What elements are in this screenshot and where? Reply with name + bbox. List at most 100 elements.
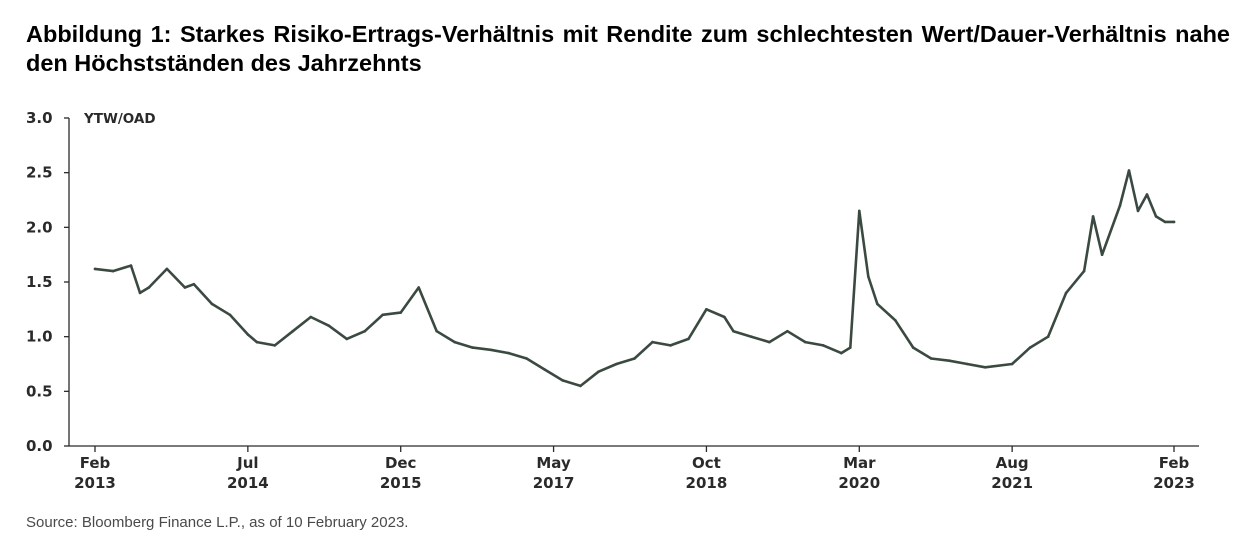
data-point	[399, 311, 403, 314]
y-tick-label: 2.0	[26, 218, 53, 236]
data-point	[543, 368, 546, 371]
data-point	[750, 335, 753, 339]
data-point	[615, 362, 618, 366]
data-point	[489, 348, 492, 352]
series-layer	[93, 169, 1176, 388]
data-point	[138, 291, 142, 295]
data-point	[1118, 204, 1122, 207]
data-point	[183, 286, 187, 289]
data-point	[453, 340, 457, 344]
data-point	[1010, 362, 1014, 366]
data-point	[417, 286, 421, 289]
data-point	[561, 379, 564, 382]
data-point	[309, 315, 313, 319]
x-tick-year-label: 2013	[74, 474, 116, 492]
data-point	[525, 357, 528, 360]
data-point	[732, 329, 735, 333]
data-point	[947, 359, 951, 363]
x-tick-month-label: Jul	[236, 454, 258, 472]
data-point	[210, 302, 214, 306]
data-point	[723, 315, 726, 319]
data-point	[192, 282, 196, 286]
data-point	[858, 209, 861, 213]
data-point	[327, 324, 331, 328]
data-point	[965, 362, 969, 366]
y-tick-label: 0.5	[26, 382, 53, 400]
series-line	[93, 169, 1176, 388]
y-tick-label: 1.0	[26, 328, 53, 346]
data-point	[651, 340, 654, 344]
x-tick-year-label: 2021	[991, 474, 1033, 492]
data-point	[983, 366, 987, 369]
data-point	[579, 384, 582, 388]
data-point	[471, 346, 474, 349]
source-note: Source: Bloomberg Finance L.P., as of 10…	[26, 514, 409, 531]
data-point	[1100, 253, 1104, 256]
data-point	[786, 329, 789, 333]
data-point	[363, 329, 367, 333]
y-tick-label: 3.0	[26, 109, 53, 127]
x-tick-month-label: May	[536, 454, 571, 472]
data-point	[273, 344, 277, 347]
data-point	[1064, 291, 1068, 295]
data-point	[1028, 346, 1032, 349]
data-point	[633, 357, 636, 360]
data-point	[345, 337, 349, 341]
data-point	[1145, 193, 1149, 196]
y-tick-label: 1.5	[26, 273, 53, 291]
x-tick-month-label: Oct	[692, 454, 721, 472]
x-axis: Feb 2013 Jul 2014 Dec 2015 May 2017 Oct 2018 Mar 20…	[69, 445, 1199, 492]
data-point	[867, 275, 870, 278]
data-point	[1172, 220, 1176, 224]
data-point	[687, 337, 690, 341]
data-point	[929, 357, 933, 360]
x-tick-year-label: 2020	[838, 474, 880, 492]
x-tick-year-label: 2017	[533, 474, 575, 492]
data-point	[1127, 169, 1131, 172]
x-tick-year-label: 2015	[380, 474, 422, 492]
data-point	[804, 340, 807, 344]
data-point	[768, 340, 771, 344]
data-point	[246, 333, 250, 336]
data-point	[1163, 220, 1167, 224]
x-tick-month-label: Aug	[996, 454, 1029, 472]
data-point	[165, 267, 169, 271]
x-tick-year-label: 2023	[1153, 474, 1195, 492]
data-point	[111, 269, 115, 273]
data-point	[93, 267, 97, 271]
data-point	[840, 351, 843, 355]
data-point	[1091, 215, 1095, 218]
data-point	[1082, 269, 1086, 273]
data-point	[597, 370, 600, 374]
x-tick-month-label: Feb	[80, 454, 111, 472]
data-point	[911, 346, 915, 349]
data-point	[669, 344, 672, 347]
data-point	[291, 329, 295, 333]
data-point	[1046, 335, 1050, 339]
x-tick-month-label: Feb	[1159, 454, 1190, 472]
y-axis: 0.0 0.5 1.0 1.5 2.0 2.5 3.0	[26, 109, 70, 455]
x-tick-month-label: Dec	[385, 454, 417, 472]
data-point	[705, 308, 708, 311]
data-point	[894, 319, 897, 322]
y-unit-label: YTW/OAD	[83, 111, 156, 127]
data-point	[435, 329, 439, 333]
data-point	[822, 344, 825, 347]
data-point	[381, 313, 385, 317]
x-tick-month-label: Mar	[843, 454, 876, 472]
data-point	[255, 340, 259, 344]
data-point	[228, 313, 232, 317]
chart-title: Abbildung 1: Starkes Risiko-Ertrags-Verh…	[26, 21, 1230, 76]
data-point	[1136, 209, 1140, 213]
y-tick-label: 0.0	[26, 437, 53, 455]
x-tick-year-label: 2018	[686, 474, 728, 492]
data-point	[129, 264, 133, 267]
y-tick-label: 2.5	[26, 164, 53, 182]
data-point	[876, 302, 879, 306]
data-point	[849, 346, 852, 349]
data-point	[1154, 215, 1158, 218]
x-tick-year-label: 2014	[227, 474, 269, 492]
data-point	[507, 351, 510, 355]
data-point	[147, 286, 151, 289]
